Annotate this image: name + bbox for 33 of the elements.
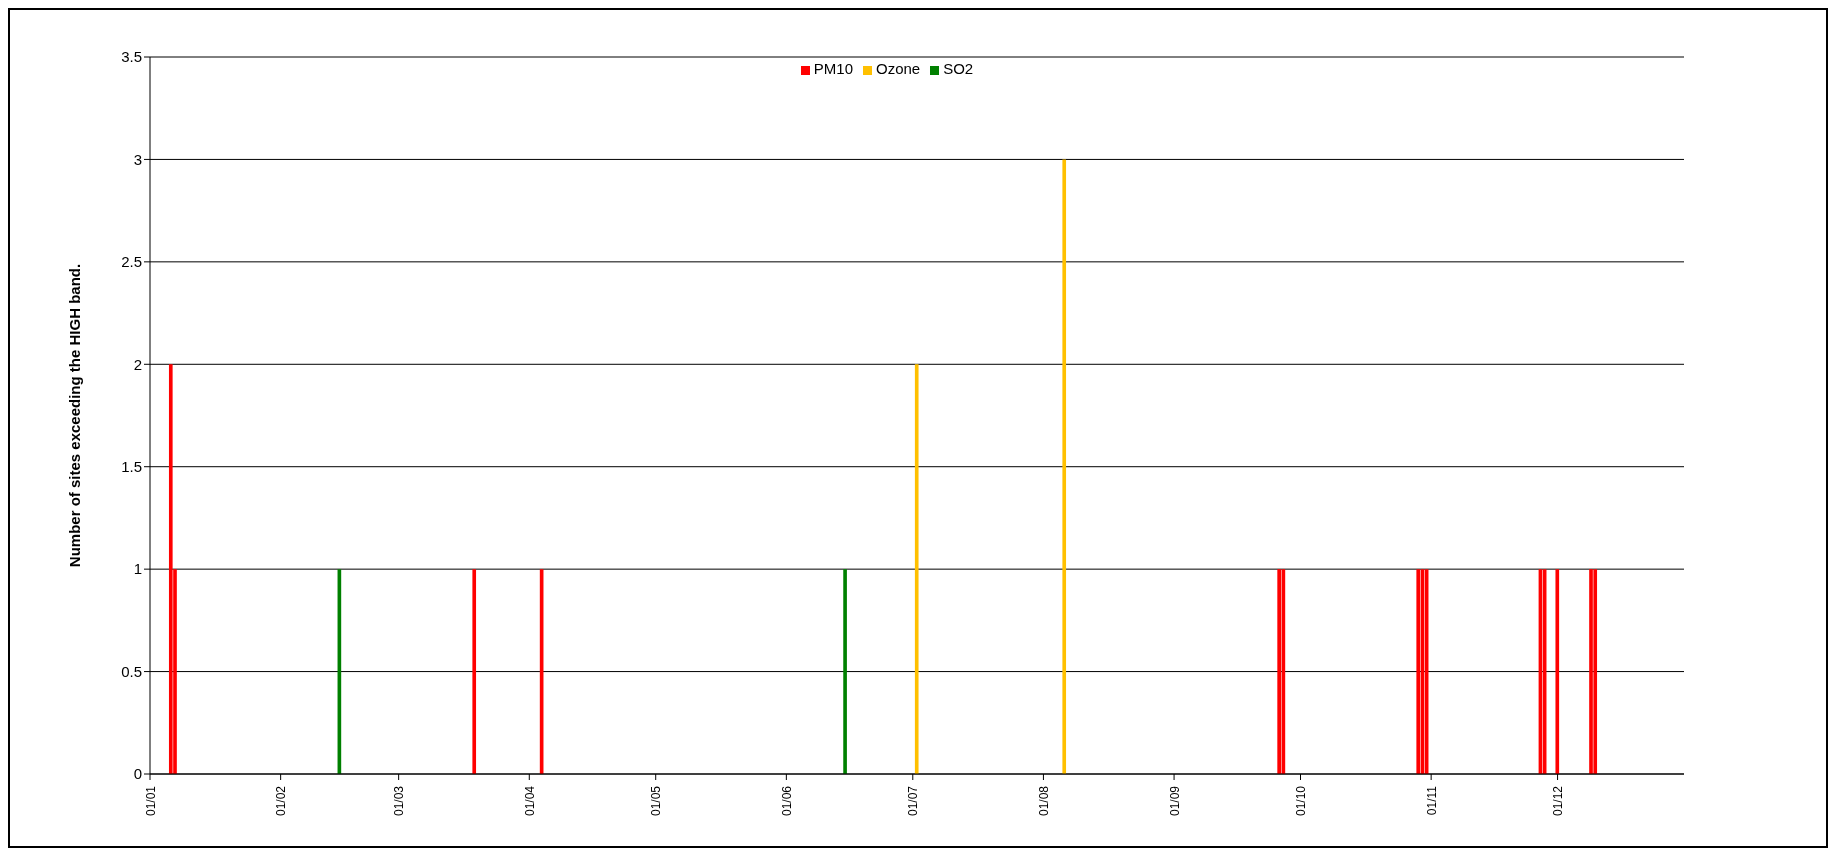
legend-label: Ozone bbox=[875, 60, 921, 77]
bar bbox=[1062, 159, 1067, 774]
x-tick-label: 01/06 bbox=[779, 785, 794, 817]
bar bbox=[1555, 569, 1560, 774]
x-tick-label: 01/03 bbox=[392, 785, 407, 817]
bar bbox=[1589, 569, 1593, 774]
x-tick-label: 01/07 bbox=[906, 785, 921, 817]
y-tick-label: 1 bbox=[133, 560, 142, 578]
bar bbox=[168, 364, 173, 774]
x-tick-label: 01/02 bbox=[274, 785, 289, 817]
y-tick-label: 2 bbox=[133, 355, 142, 373]
x-tick-label: 01/08 bbox=[1036, 785, 1051, 817]
y-tick-label: 3.5 bbox=[121, 48, 142, 66]
x-tick-label: 01/10 bbox=[1294, 785, 1309, 817]
y-tick-label: 0.5 bbox=[121, 662, 142, 680]
x-tick-label: 01/12 bbox=[1551, 785, 1566, 817]
y-tick-label: 3 bbox=[133, 150, 142, 168]
legend-label: SO2 bbox=[943, 60, 974, 77]
x-tick-label: 01/11 bbox=[1424, 785, 1439, 816]
legend-label: PM10 bbox=[813, 60, 853, 77]
x-tick-label: 01/05 bbox=[649, 785, 664, 817]
y-tick-label: 2.5 bbox=[121, 253, 142, 271]
y-tick-label: 0 bbox=[133, 765, 142, 783]
bar bbox=[1277, 569, 1281, 774]
x-tick-label: 01/09 bbox=[1167, 785, 1182, 817]
x-tick-label: 01/04 bbox=[522, 785, 537, 817]
x-tick-label: 01/01 bbox=[143, 785, 158, 817]
bar bbox=[914, 364, 919, 774]
bar bbox=[1416, 569, 1421, 774]
y-axis-title: Number of sites exceeding the HIGH band. bbox=[66, 263, 84, 568]
bar bbox=[843, 569, 847, 774]
bar bbox=[1593, 569, 1598, 774]
y-tick-label: 1.5 bbox=[121, 458, 142, 476]
